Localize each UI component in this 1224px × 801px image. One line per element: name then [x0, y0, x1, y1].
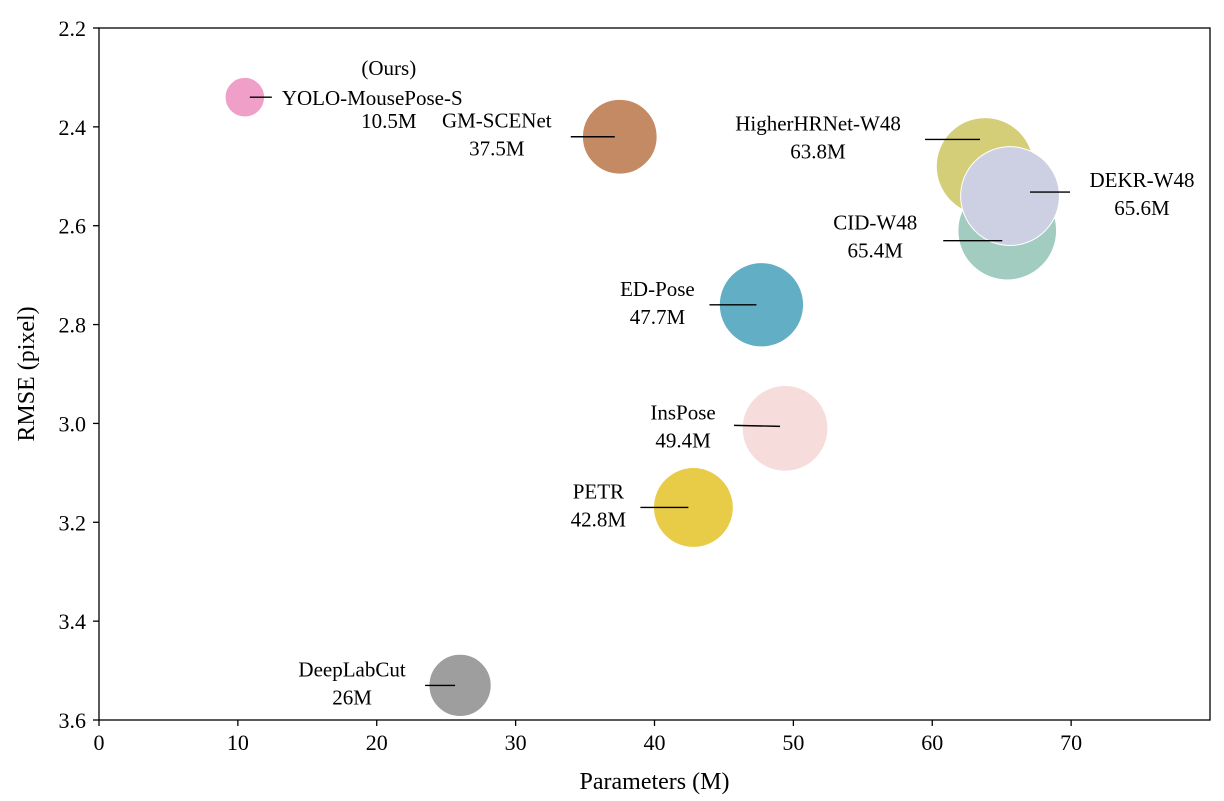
annotation-ed-pose: ED-Pose: [620, 277, 695, 301]
x-axis: 0 10 20 30 40 50 60 70: [94, 720, 1082, 755]
annotation-yolo-mousepose-s: 10.5M: [361, 109, 417, 133]
annotation-petr: PETR: [573, 479, 624, 503]
bubble-dekr-w48: [960, 146, 1060, 246]
annotation-petr: 42.8M: [571, 507, 627, 531]
bubble-inspose: [741, 384, 829, 472]
annotation-gm-scenet: 37.5M: [469, 137, 525, 161]
y-axis-label: RMSE (pixel): [14, 306, 40, 441]
y-tick-label: 3.6: [59, 708, 87, 733]
leader-lines-layer: [249, 96, 1071, 687]
annotation-dekr-w48: 65.6M: [1114, 196, 1170, 220]
x-tick-label: 40: [644, 730, 666, 755]
annotation-inspose: 49.4M: [655, 428, 711, 452]
annotation-dekr-w48: DEKR-W48: [1090, 168, 1195, 192]
y-tick-label: 3.4: [59, 609, 87, 634]
x-tick-label: 20: [366, 730, 388, 755]
annotation-ed-pose: 47.7M: [630, 305, 686, 329]
y-tick-label: 2.2: [59, 16, 87, 41]
y-axis: 2.2 2.4 2.6 2.8 3.0 3.2 3.4 3.6: [59, 16, 99, 733]
annotation-higherhrnet-w48: HigherHRNet-W48: [735, 111, 901, 135]
annotation-yolo-mousepose-s: YOLO-MousePose-S: [282, 86, 463, 110]
annotation-inspose: InsPose: [650, 400, 715, 424]
x-tick-label: 30: [505, 730, 527, 755]
annotation-yolo-mousepose-s: (Ours): [361, 56, 416, 80]
x-tick-label: 70: [1060, 730, 1082, 755]
annotations-layer: YOLO-MousePose-S (Ours) 10.5M DeepLabCut 26M…: [282, 56, 1195, 709]
x-tick-label: 60: [921, 730, 943, 755]
annotation-cid-w48: CID-W48: [833, 211, 917, 235]
y-tick-label: 2.8: [59, 313, 87, 338]
bubbles-layer: [224, 76, 1060, 718]
y-tick-label: 2.6: [59, 214, 87, 239]
x-tick-label: 10: [227, 730, 249, 755]
annotation-gm-scenet: GM-SCENet: [442, 109, 552, 133]
annotation-deeplabcut: 26M: [332, 685, 372, 709]
y-tick-label: 3.2: [59, 510, 87, 535]
y-tick-label: 2.4: [59, 115, 87, 140]
annotation-higherhrnet-w48: 63.8M: [790, 139, 846, 163]
annotation-cid-w48: 65.4M: [848, 239, 904, 263]
x-tick-label: 0: [94, 730, 105, 755]
y-tick-label: 3.0: [59, 411, 87, 436]
annotation-deeplabcut: DeepLabCut: [298, 657, 405, 681]
x-axis-label: Parameters (M): [580, 769, 730, 795]
x-tick-label: 50: [782, 730, 804, 755]
leader-line-inspose: [734, 424, 781, 428]
